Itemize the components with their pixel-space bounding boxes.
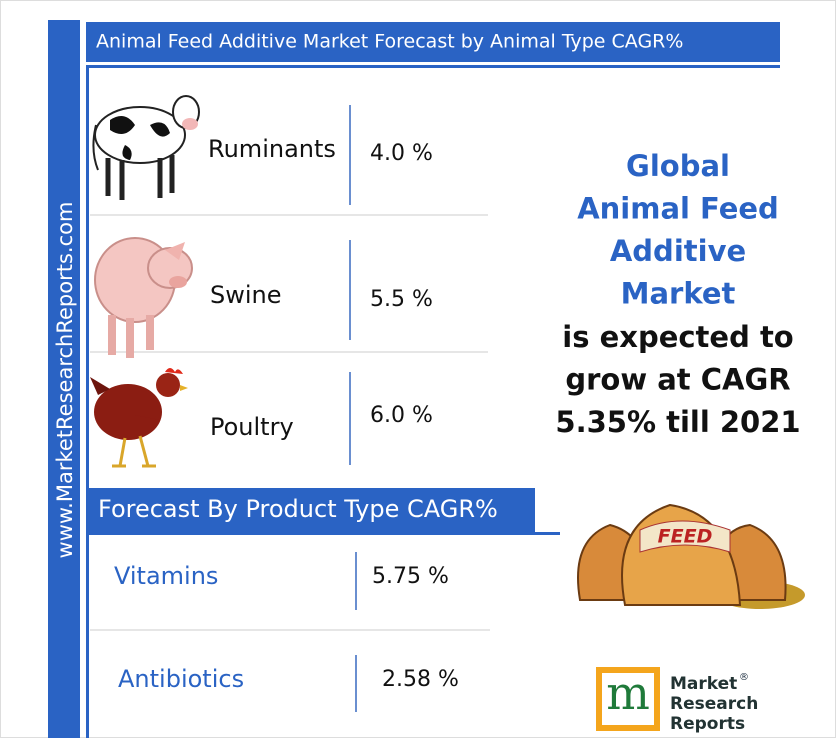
headline-line: Market: [621, 277, 736, 311]
logo-text: Research: [670, 694, 758, 714]
product-name: Vitamins: [114, 562, 218, 590]
animal-cagr: 4.0 %: [370, 141, 433, 166]
product-name: Antibiotics: [118, 665, 244, 693]
feed-label: FEED: [658, 526, 713, 548]
sidebar: [48, 20, 80, 738]
subline-line: grow at CAGR: [565, 363, 790, 397]
product-cagr: 5.75 %: [372, 564, 449, 589]
product-header-line: [88, 532, 560, 535]
left-line: [86, 68, 89, 738]
product-title: Forecast By Product Type CAGR%: [98, 495, 498, 523]
headline-line: Global: [626, 149, 730, 183]
header-line: [86, 65, 780, 68]
feed-bags: FEED: [577, 503, 805, 609]
headline-line: Additive: [610, 234, 746, 268]
product-cagr: 2.58 %: [382, 667, 459, 692]
logo-text: Reports: [670, 714, 745, 734]
subline-line: is expected to: [562, 320, 793, 354]
logo-registered: ®: [739, 672, 749, 683]
pig-icon: [94, 237, 193, 358]
animal-name: Ruminants: [208, 135, 336, 163]
cow-icon: [92, 95, 200, 200]
animal-cagr: 6.0 %: [370, 403, 433, 428]
logo: m ® MarketResearchReports: [596, 666, 758, 734]
sidebar-text: www.MarketResearchReports.com: [53, 202, 77, 559]
chicken-icon: [90, 368, 188, 468]
animal-name: Poultry: [210, 413, 294, 441]
logo-text: Market: [670, 674, 737, 694]
headline-line: Animal Feed: [577, 192, 779, 226]
animal-cagr: 5.5 %: [370, 287, 433, 312]
product-header-bar: [88, 488, 535, 532]
logo-mark: m: [606, 666, 650, 720]
header-title: Animal Feed Additive Market Forecast by …: [96, 31, 683, 53]
header-bar: [86, 22, 780, 62]
animal-name: Swine: [210, 281, 282, 309]
subline-line: 5.35% till 2021: [555, 405, 800, 439]
